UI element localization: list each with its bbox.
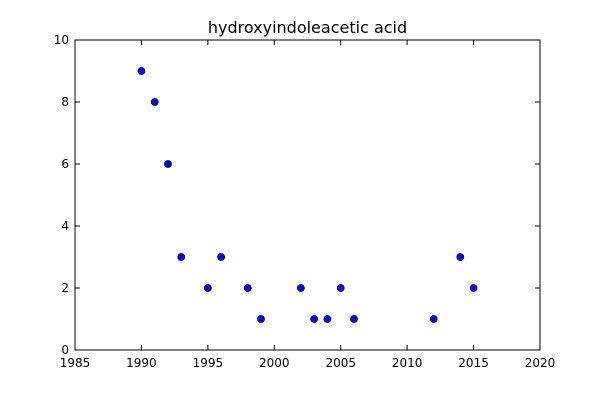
- x-tick-label: 2020: [525, 356, 556, 370]
- x-axis: 1985 1990 1995 2000 2005 2010 2015 2020: [60, 40, 556, 370]
- y-axis: 0 2 4 6 8 10: [54, 33, 540, 357]
- data-point: [323, 315, 332, 323]
- data-point: [469, 284, 478, 292]
- y-tick-label: 10: [54, 33, 69, 47]
- data-point: [336, 284, 345, 292]
- data-point: [150, 98, 159, 106]
- chart-title: hydroxyindoleacetic acid: [208, 18, 407, 37]
- data-point: [217, 253, 226, 261]
- x-tick-label: 2015: [458, 356, 489, 370]
- x-tick-label: 1990: [126, 356, 157, 370]
- data-points: [137, 67, 478, 323]
- data-point: [203, 284, 212, 292]
- data-point: [257, 315, 265, 323]
- x-tick-label: 2000: [259, 356, 290, 370]
- x-tick-label: 1985: [60, 356, 91, 370]
- data-point: [296, 284, 305, 292]
- y-tick-label: 4: [61, 219, 69, 233]
- y-tick-label: 0: [61, 343, 69, 357]
- x-tick-label: 2010: [392, 356, 423, 370]
- data-point: [137, 67, 146, 75]
- x-tick-label: 2005: [325, 356, 356, 370]
- x-tick-label: 1995: [193, 356, 224, 370]
- plot-area-frame: [74, 39, 541, 351]
- data-point: [429, 315, 438, 323]
- data-point: [456, 253, 465, 261]
- data-point: [164, 160, 172, 168]
- data-point: [310, 315, 319, 323]
- y-tick-label: 8: [61, 95, 69, 109]
- y-tick-label: 6: [61, 157, 69, 171]
- data-point: [243, 284, 252, 292]
- y-tick-label: 2: [61, 281, 69, 295]
- data-point: [350, 315, 358, 323]
- data-point: [177, 253, 186, 261]
